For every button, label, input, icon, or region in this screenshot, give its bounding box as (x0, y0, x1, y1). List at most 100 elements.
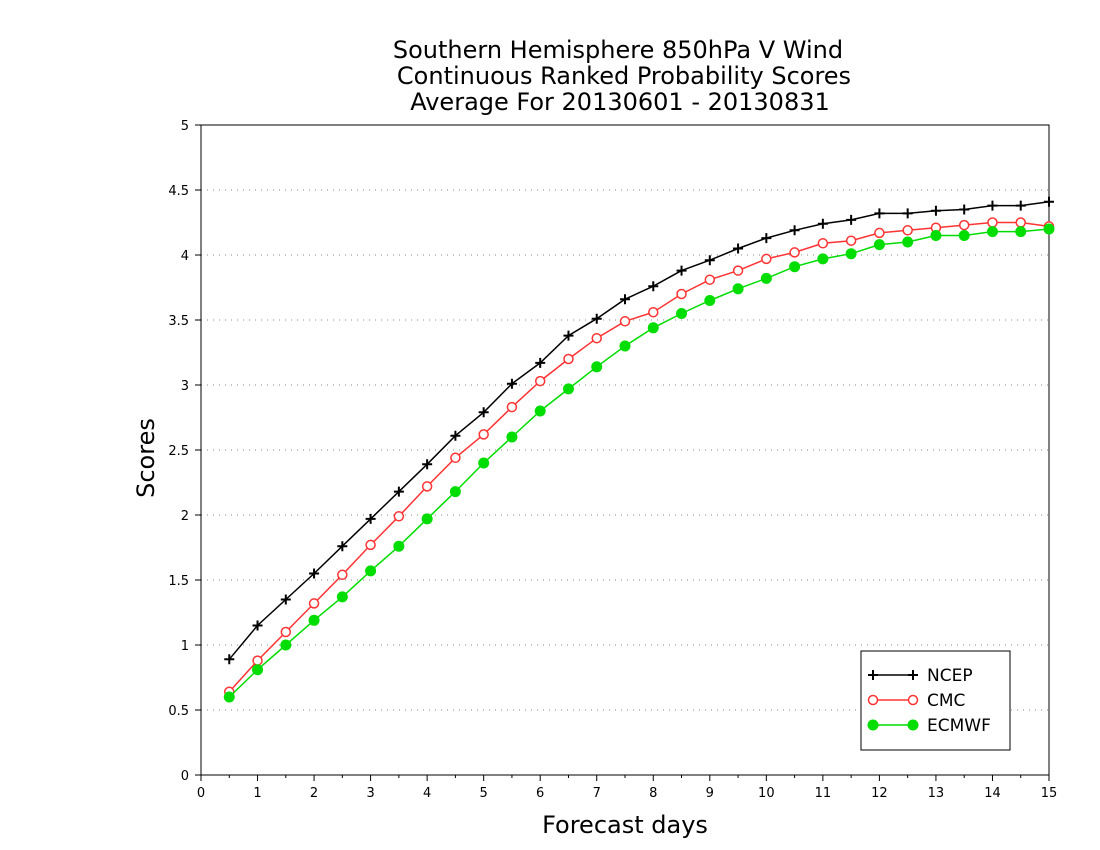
series-cmc-point (789, 247, 800, 258)
series-cmc-point (308, 598, 320, 609)
series-ecmwf-line (228, 228, 1050, 698)
x-tick-label: 13 (928, 786, 945, 801)
legend: NCEP CMC ECMWF (860, 650, 1011, 751)
series-ecmwf-point (280, 639, 292, 651)
series-cmc-point (732, 265, 744, 276)
x-tick-label: 11 (815, 786, 832, 801)
series-ecmwf-point (449, 486, 461, 498)
series-ncep-point (761, 233, 772, 244)
x-tick-label: 9 (706, 786, 714, 801)
series-layer (223, 196, 1055, 703)
title-line-3: Average For 20130601 - 20130831 (410, 88, 830, 116)
y-tick-label: 1 (181, 639, 189, 654)
series-ecmwf-point (1015, 226, 1027, 238)
series-ecmwf-point (1043, 223, 1055, 235)
x-tick-label: 3 (366, 786, 374, 801)
x-tick-label: 6 (536, 786, 544, 801)
series-ecmwf-point (223, 691, 235, 703)
legend-ecmwf-label: ECMWF (927, 716, 991, 736)
series-ncep-point (987, 200, 998, 211)
series-ecmwf-point (336, 591, 348, 603)
series-ecmwf-point (789, 261, 801, 273)
series-ncep-point (817, 218, 828, 229)
series-ncep-point (393, 486, 404, 497)
series-cmc-point (676, 288, 687, 300)
series-ncep-point (648, 281, 659, 292)
series-ncep-point (1044, 196, 1054, 207)
y-axis: 0 0.5 1 1.5 2 2.5 3 3.5 4 4.5 5 (168, 119, 201, 784)
series-ncep-point (789, 225, 800, 236)
series-ecmwf-point (365, 565, 377, 577)
series-cmc-point (958, 219, 970, 231)
series-ncep-point (365, 513, 376, 524)
x-tick-label: 8 (649, 786, 657, 801)
series-ecmwf-point (958, 230, 970, 241)
series-ncep-point (704, 255, 715, 266)
y-tick-label: 2 (181, 509, 189, 524)
x-tick-label: 0 (197, 786, 205, 801)
series-ncep-point (252, 620, 263, 631)
series-ncep-point (422, 459, 433, 470)
legend-cmc-marker (907, 694, 919, 706)
series-ncep-point (450, 430, 461, 441)
series-cmc-point (506, 401, 518, 413)
legend-item-ecmwf: ECMWF (867, 716, 991, 736)
y-tick-label: 5 (181, 119, 189, 134)
series-ecmwf-point (760, 272, 772, 284)
series-ncep-point (676, 265, 687, 276)
y-tick-label: 4 (181, 249, 189, 264)
x-tick-label: 14 (984, 786, 1001, 801)
series-ecmwf-point (676, 308, 688, 319)
series-ncep-point (846, 214, 857, 225)
series-ecmwf-point (873, 239, 885, 251)
series-cmc-point (534, 375, 546, 387)
series-cmc-point (704, 274, 716, 285)
series-cmc-point (648, 306, 659, 318)
series-cmc-point (393, 511, 405, 522)
series-ncep-point (280, 594, 291, 605)
x-tick-label: 5 (480, 786, 488, 801)
series-cmc-point (563, 353, 574, 365)
series-ecmwf-point (704, 295, 716, 306)
x-tick-label: 1 (253, 786, 261, 801)
series-ecmwf-point (619, 340, 631, 352)
x-tick-label: 15 (1041, 786, 1058, 801)
series-ncep-point (563, 330, 574, 341)
series-cmc-point (591, 332, 602, 344)
series-cmc-point (845, 235, 857, 246)
series-ecmwf-point (647, 322, 659, 334)
series-ncep (224, 196, 1054, 665)
series-ecmwf-point (534, 405, 546, 417)
chart-title: Southern Hemisphere 850hPa V Wind Contin… (393, 36, 851, 116)
series-ecmwf-point (478, 457, 490, 469)
x-tick-label: 4 (423, 786, 431, 801)
y-tick-label: 2.5 (168, 444, 189, 459)
series-cmc-point (874, 227, 885, 239)
series-cmc (224, 217, 1055, 698)
series-cmc-point (421, 481, 433, 492)
series-ncep-line (228, 200, 1050, 660)
series-ecmwf-point (591, 361, 603, 373)
series-ncep-point (959, 204, 970, 215)
x-tick-label: 10 (758, 786, 775, 801)
legend-ecmwf-marker (867, 719, 879, 731)
series-ncep-point (930, 205, 941, 216)
series-cmc-point (902, 225, 913, 236)
series-ncep-point (733, 243, 744, 254)
series-ecmwf (223, 223, 1055, 703)
title-line-1: Southern Hemisphere 850hPa V Wind (393, 36, 843, 64)
series-cmc-point (365, 539, 376, 551)
series-cmc-point (450, 452, 461, 464)
y-tick-label: 3 (181, 379, 189, 394)
series-ncep-point (620, 294, 630, 305)
y-tick-label: 4.5 (168, 184, 189, 199)
series-cmc-point (619, 316, 631, 327)
series-ecmwf-point (308, 614, 320, 626)
series-ecmwf-point (562, 383, 574, 395)
x-tick-label: 12 (871, 786, 888, 801)
legend-item-cmc: CMC (867, 691, 965, 711)
series-ncep-point (1015, 200, 1026, 211)
series-ecmwf-point (930, 230, 942, 241)
series-cmc-point (1015, 217, 1026, 228)
